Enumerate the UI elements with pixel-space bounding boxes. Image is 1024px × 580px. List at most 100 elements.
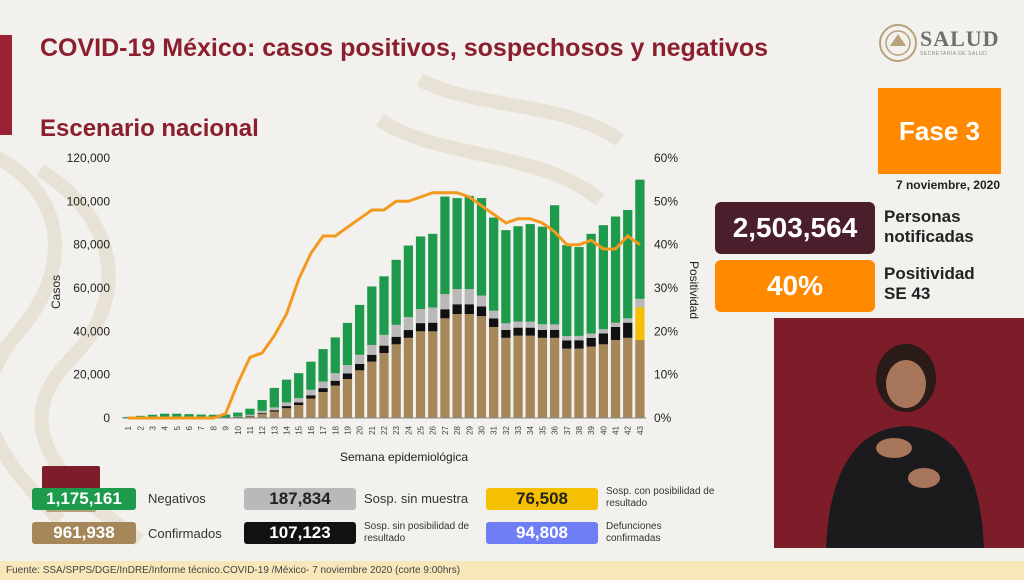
bar-sosp_sin_posibilidad [452,304,462,314]
bar-negativos [367,286,377,345]
bar-negativos [379,276,389,335]
y-tick-label: 40,000 [73,324,110,338]
bar-sosp_sin_posibilidad [318,388,328,392]
y-tick-label: 0 [103,411,110,425]
bar-sosp_sin_posibilidad [269,410,279,412]
y-right-tick-label: 60% [654,151,678,165]
bar-sosp_sin_muestra [513,321,523,328]
y-axis-left: 0 20,000 40,000 60,000 80,000 100,000 120,000 [67,151,111,425]
bar-sosp_sin_muestra [428,307,438,323]
bar-negativos [598,225,608,330]
bar-sosp_sin_muestra [476,295,487,307]
y-axis-right: 0% 10% 20% 30% 40% 50% 60% [654,151,678,425]
bar-sosp_sin_muestra [294,398,304,403]
bar-confirmados [513,335,523,418]
bar-confirmados [354,370,365,418]
bar-sosp_sin_posibilidad [598,333,608,345]
bar-confirmados [586,346,596,418]
bar-negativos [464,195,474,290]
bar-sosp_sin_posibilidad [537,329,548,338]
bar-negativos [415,236,426,310]
bar-confirmados [330,385,340,418]
bar-confirmados [403,337,414,418]
bar-negativos [513,226,523,322]
bar-sosp_sin_posibilidad [464,304,474,314]
bar-negativos [123,416,133,418]
bar-sosp_sin_posibilidad [354,363,365,371]
x-tick-label: 32 [502,425,511,434]
x-tick-label: 43 [636,425,645,434]
bar-negativos [428,233,438,308]
bar-negativos [525,224,535,322]
x-tick-label: 2 [136,425,145,430]
bar-negativos [574,247,584,336]
bar-sosp_sin_posibilidad [476,306,487,317]
bar-sosp_sin_posibilidad [489,318,499,327]
bar-confirmados [635,340,645,418]
bar-sosp_sin_posibilidad [306,395,316,399]
bar-negativos [220,414,231,418]
bar-confirmados [562,348,572,418]
legend-sosp-sin-posibilidad-label: Sosp. sin posibilidad de resultado [364,521,470,544]
bar-confirmados [281,408,292,418]
bar-negativos [245,408,255,415]
y-tick-label: 100,000 [67,194,111,208]
bar-sosp_sin_posibilidad [623,322,633,338]
bar-confirmados [391,344,401,418]
x-tick-label: 35 [538,425,547,434]
bar-sosp_sin_posibilidad [257,412,267,414]
bar-negativos [147,414,158,418]
x-tick-label: 22 [380,425,389,434]
bar-negativos [537,226,548,325]
x-tick-label: 12 [258,425,267,434]
y-right-tick-label: 30% [654,281,678,295]
bar-negativos [476,198,487,296]
y-right-tick-label: 10% [654,368,678,382]
interpreter-video [774,318,1024,548]
bar-sosp_sin_posibilidad [513,327,523,336]
bar-negativos [306,361,316,390]
bar-sosp_sin_muestra [233,416,243,418]
bar-sosp_sin_posibilidad [440,309,450,319]
bar-negativos [562,245,572,337]
x-tick-label: 8 [209,425,218,430]
legend-sosp-con-posibilidad-value: 76,508 [486,488,598,510]
bar-negativos [549,205,560,325]
bar-negativos [172,413,182,418]
bar-negativos [196,414,206,418]
x-tick-label: 42 [624,425,633,434]
bar-sosp_sin_muestra [464,289,474,305]
bar-sosp_sin_posibilidad [367,354,377,362]
bar-sosp_sin_posibilidad [379,345,389,353]
bar-sosp_sin_muestra [306,389,316,396]
bar-negativos [257,400,267,411]
positivity-label-line1: Positividad [884,264,975,283]
bar-negativos [294,373,304,399]
bar-confirmados [501,337,511,418]
bar-sosp_sin_muestra [598,329,608,334]
bar-sosp_sin_posibilidad [428,322,438,332]
x-tick-label: 40 [599,425,608,434]
legend-sosp-con-posibilidad-label: Sosp. con posibilidad de resultado [606,486,715,509]
bar-sosp_sin_muestra [501,323,511,330]
bar-negativos [635,179,645,299]
bar-confirmados [623,337,633,418]
legend-negativos-label: Negativos [148,491,206,506]
x-tick-label: 20 [356,425,365,434]
x-tick-label: 14 [283,425,292,434]
bar-sosp_sin_posibilidad [525,327,535,336]
x-tick-label: 21 [368,425,377,434]
x-axis-label: Semana epidemiológica [340,450,468,464]
bar-sosp_sin_posibilidad [501,329,511,338]
bar-negativos [318,349,328,382]
bar-negativos [623,210,633,319]
bar-sosp_sin_muestra [623,318,633,323]
x-tick-label: 11 [246,425,255,434]
bar-sosp_con_posibilidad [635,307,645,340]
bar-negativos [281,379,292,403]
x-tick-label: 36 [551,425,560,434]
legend-negativos-value: 1,175,161 [32,488,136,510]
bar-confirmados [574,348,584,418]
bar-confirmados [245,416,255,418]
bar-sosp_sin_posibilidad [233,417,243,418]
